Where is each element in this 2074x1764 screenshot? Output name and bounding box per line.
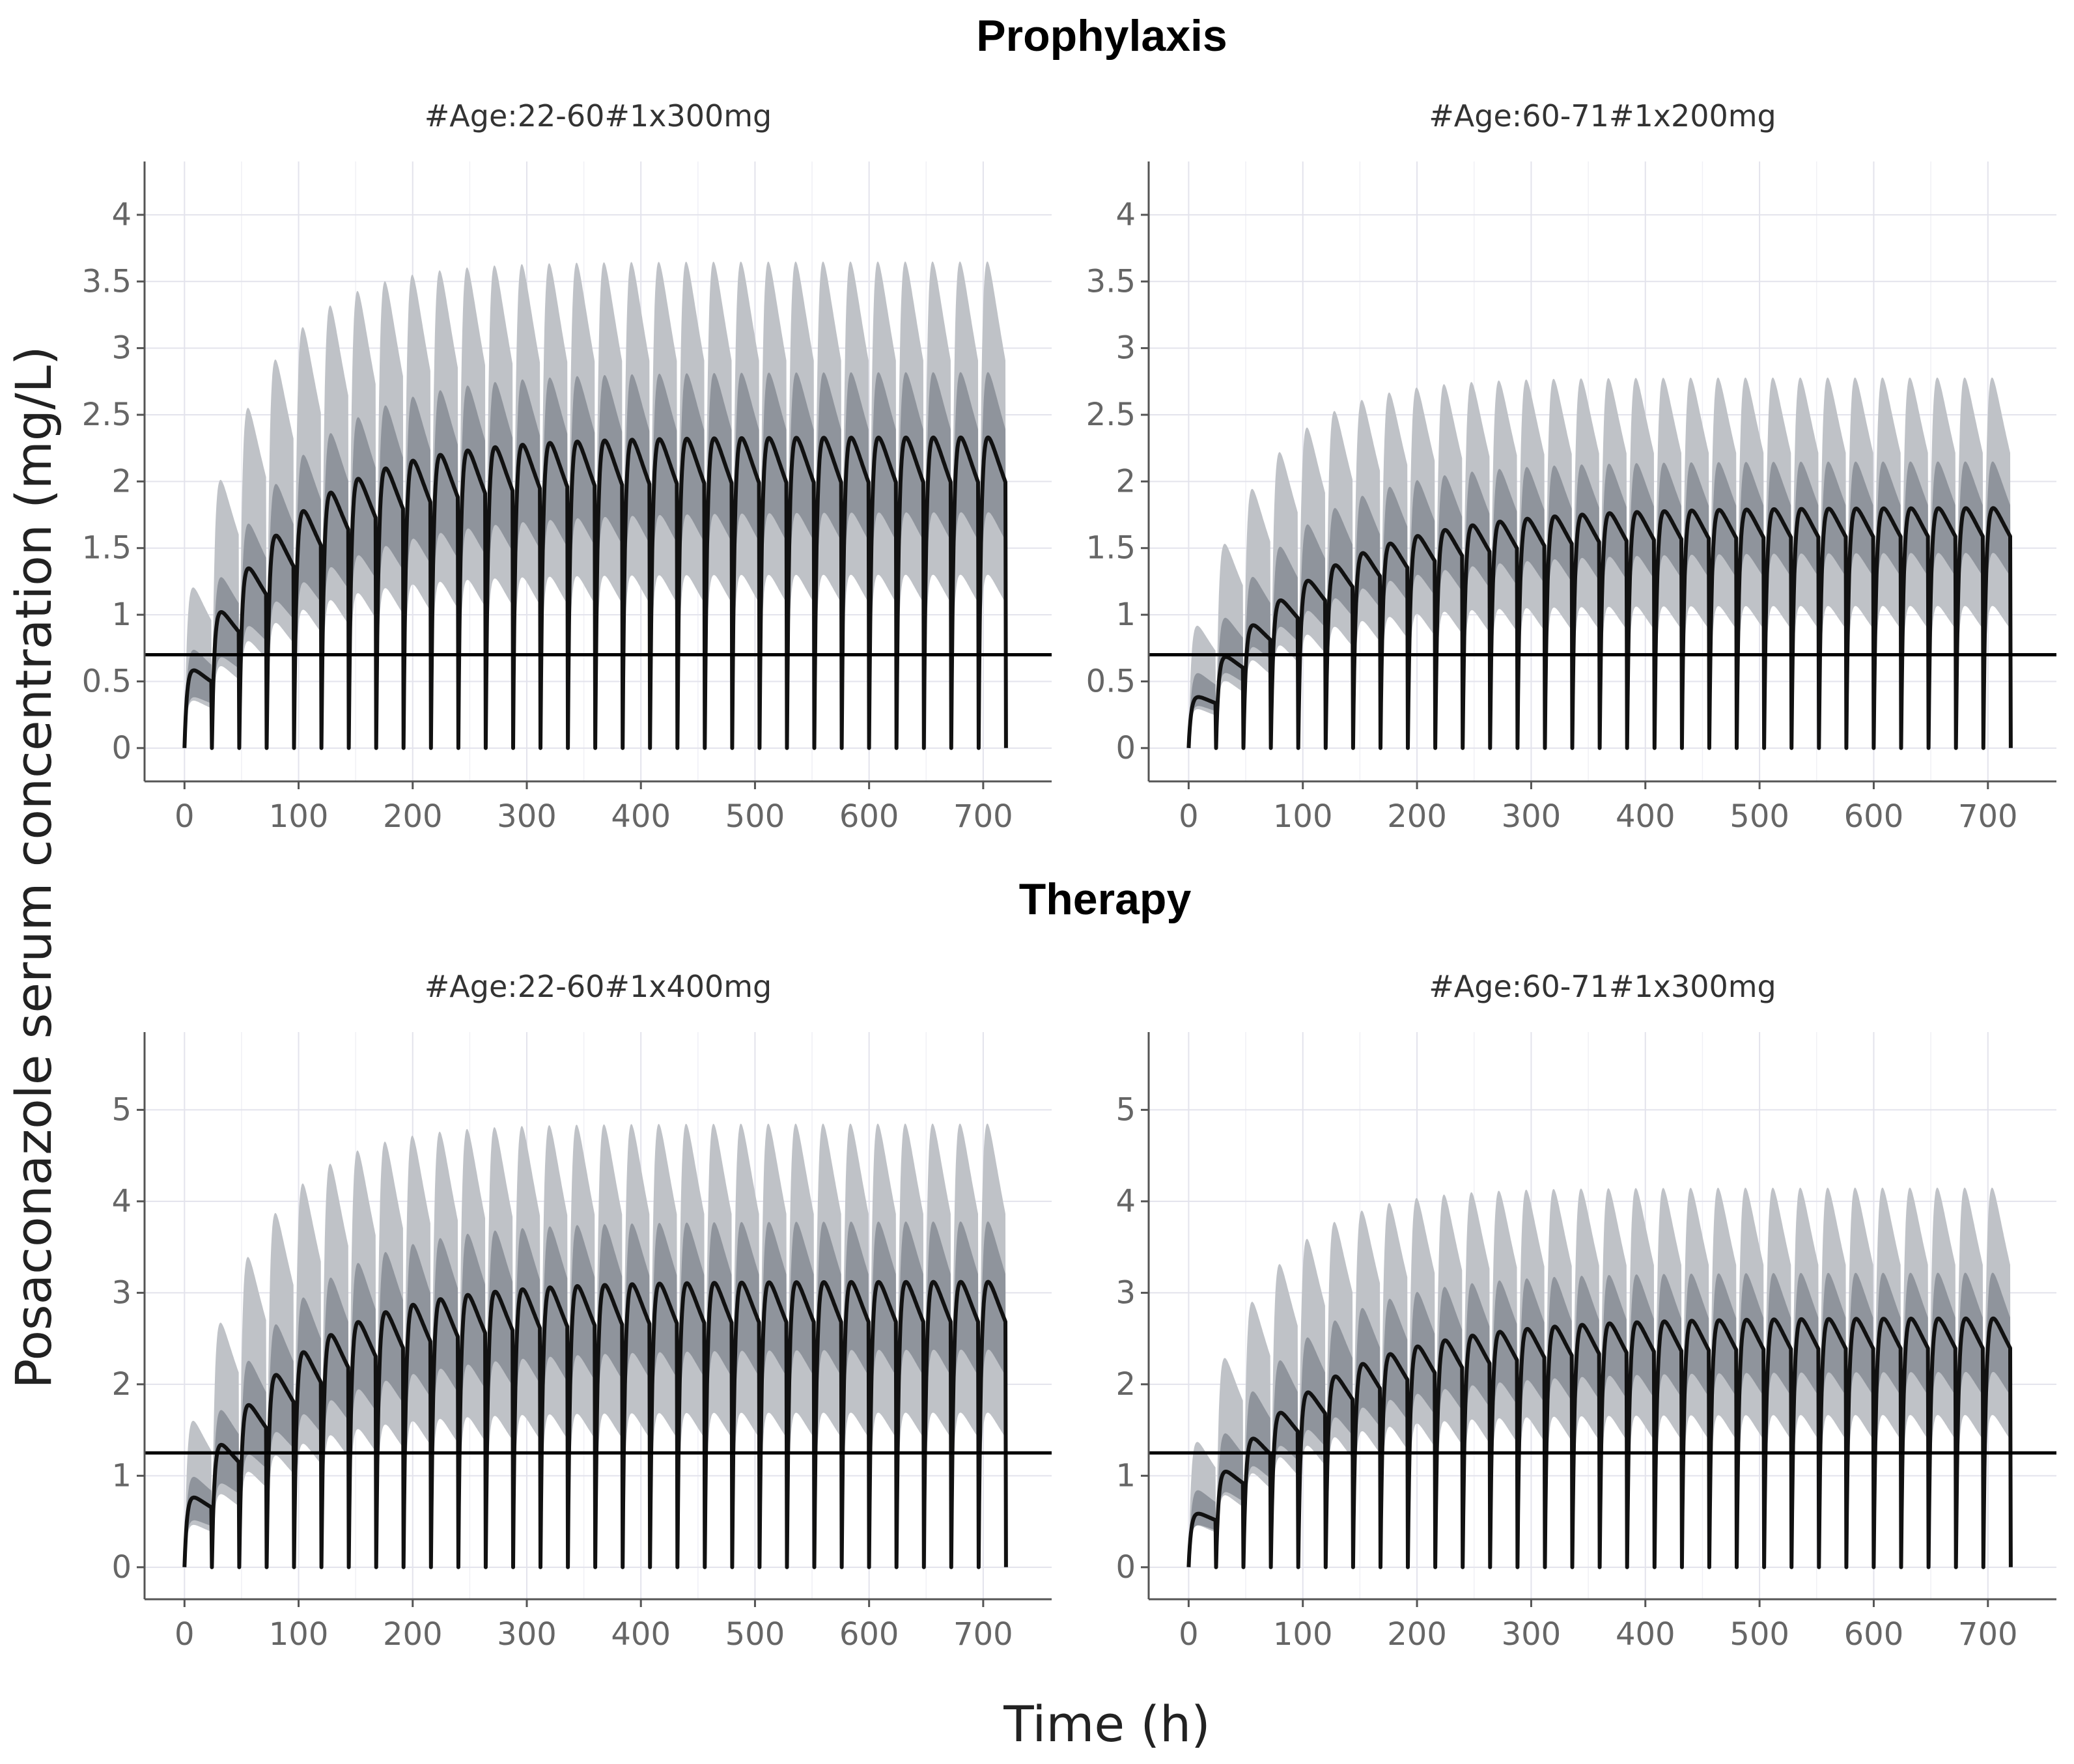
y-tick-label: 2.5 <box>82 397 132 433</box>
median-line <box>182 1280 1008 1569</box>
inner-prediction-band <box>1188 1272 2011 1567</box>
y-tick-label: 3 <box>111 330 132 367</box>
y-tick-label: 3.5 <box>82 263 132 300</box>
y-axis-label: Posaconazole serum concentration (mg/L) <box>5 346 63 1388</box>
chart-panel-2: 0 100 200 300 400 500 600 700 0 0.5 1 1.5 2 2.5 3 3.5 4 #… <box>1086 98 2056 835</box>
x-tick-label: 0 <box>175 1616 195 1653</box>
x-tick-label: 400 <box>611 1616 671 1653</box>
x-axis-label: Time (h) <box>1003 1695 1211 1753</box>
x-tick-label: 700 <box>1958 798 2018 835</box>
x-tick-label: 100 <box>269 798 329 835</box>
x-tick-label: 100 <box>1273 798 1333 835</box>
y-tick-label: 1 <box>1115 596 1136 633</box>
x-tick-label: 0 <box>175 798 195 835</box>
y-tick-label: 3 <box>1115 1274 1136 1311</box>
chart-panel-4: 0 100 200 300 400 500 600 700 0 1 2 3 4 5 #Age:60-71#1… <box>1115 969 2056 1653</box>
y-tick-label: 4 <box>111 197 132 233</box>
x-tick-label: 300 <box>497 1616 557 1653</box>
y-tick-label: 2.5 <box>1086 397 1136 433</box>
y-tick-label: 5 <box>1115 1091 1136 1128</box>
x-tick-label: 500 <box>1730 798 1789 835</box>
y-tick-label: 1 <box>111 1457 132 1494</box>
y-tick-label: 2 <box>111 463 132 499</box>
median-line <box>182 435 1008 750</box>
y-tick-label: 0 <box>111 730 132 766</box>
panel-title: #Age:60-71#1x300mg <box>1429 969 1776 1004</box>
y-tick-label: 2 <box>111 1366 132 1403</box>
x-tick-label: 0 <box>1179 1616 1199 1653</box>
y-tick-label: 3 <box>111 1274 132 1311</box>
x-tick-label: 100 <box>269 1616 329 1653</box>
y-tick-label: 1 <box>1115 1457 1136 1494</box>
panel-title: #Age:60-71#1x200mg <box>1429 98 1776 133</box>
x-tick-label: 300 <box>497 798 557 835</box>
y-tick-label: 1 <box>111 596 132 633</box>
x-tick-label: 400 <box>1616 1616 1675 1653</box>
x-tick-label: 300 <box>1502 1616 1562 1653</box>
x-tick-label: 200 <box>1387 798 1447 835</box>
x-tick-label: 700 <box>1958 1616 2018 1653</box>
x-tick-label: 200 <box>383 1616 443 1653</box>
x-tick-label: 0 <box>1179 798 1199 835</box>
inner-prediction-band <box>184 1221 1006 1567</box>
x-tick-label: 700 <box>953 798 1013 835</box>
y-tick-label: 3 <box>1115 330 1136 367</box>
y-tick-label: 0.5 <box>1086 663 1136 699</box>
y-tick-label: 3.5 <box>1086 263 1136 300</box>
x-tick-label: 700 <box>953 1616 1013 1653</box>
x-tick-label: 300 <box>1502 798 1562 835</box>
x-tick-label: 500 <box>725 798 785 835</box>
y-tick-label: 2 <box>1115 463 1136 499</box>
x-tick-label: 600 <box>1844 798 1904 835</box>
x-tick-label: 600 <box>1844 1616 1904 1653</box>
median-line <box>1186 1316 2013 1569</box>
x-tick-label: 500 <box>725 1616 785 1653</box>
x-tick-label: 400 <box>611 798 671 835</box>
median-line <box>1186 506 2013 750</box>
panel-title: #Age:22-60#1x400mg <box>425 969 772 1004</box>
x-tick-label: 200 <box>383 798 443 835</box>
x-tick-label: 600 <box>839 798 899 835</box>
inner-prediction-band <box>184 372 1006 748</box>
x-tick-label: 400 <box>1616 798 1675 835</box>
x-tick-label: 100 <box>1273 1616 1333 1653</box>
x-tick-label: 200 <box>1387 1616 1447 1653</box>
y-tick-label: 4 <box>1115 197 1136 233</box>
inner-prediction-band <box>1188 461 2011 748</box>
y-tick-label: 1.5 <box>82 530 132 567</box>
section-title-prophylaxis: Prophylaxis <box>976 11 1227 61</box>
x-tick-label: 600 <box>839 1616 899 1653</box>
chart-panel-1: 0 100 200 300 400 500 600 700 0 0.5 1 1.5 2 2.5 3 3.5 4 #… <box>82 98 1052 835</box>
y-tick-label: 5 <box>111 1091 132 1128</box>
panel-title: #Age:22-60#1x300mg <box>425 98 772 133</box>
y-tick-label: 4 <box>111 1183 132 1220</box>
y-tick-label: 0 <box>111 1549 132 1586</box>
y-tick-label: 4 <box>1115 1183 1136 1220</box>
y-tick-label: 1.5 <box>1086 530 1136 567</box>
y-tick-label: 0 <box>1115 730 1136 766</box>
y-tick-label: 0.5 <box>82 663 132 699</box>
chart-panel-3: 0 100 200 300 400 500 600 700 0 1 2 3 4 5 #Age:22-60#1… <box>111 969 1052 1653</box>
y-tick-label: 2 <box>1115 1366 1136 1403</box>
x-tick-label: 500 <box>1730 1616 1789 1653</box>
y-tick-label: 0 <box>1115 1549 1136 1586</box>
section-title-therapy: Therapy <box>1019 875 1192 924</box>
